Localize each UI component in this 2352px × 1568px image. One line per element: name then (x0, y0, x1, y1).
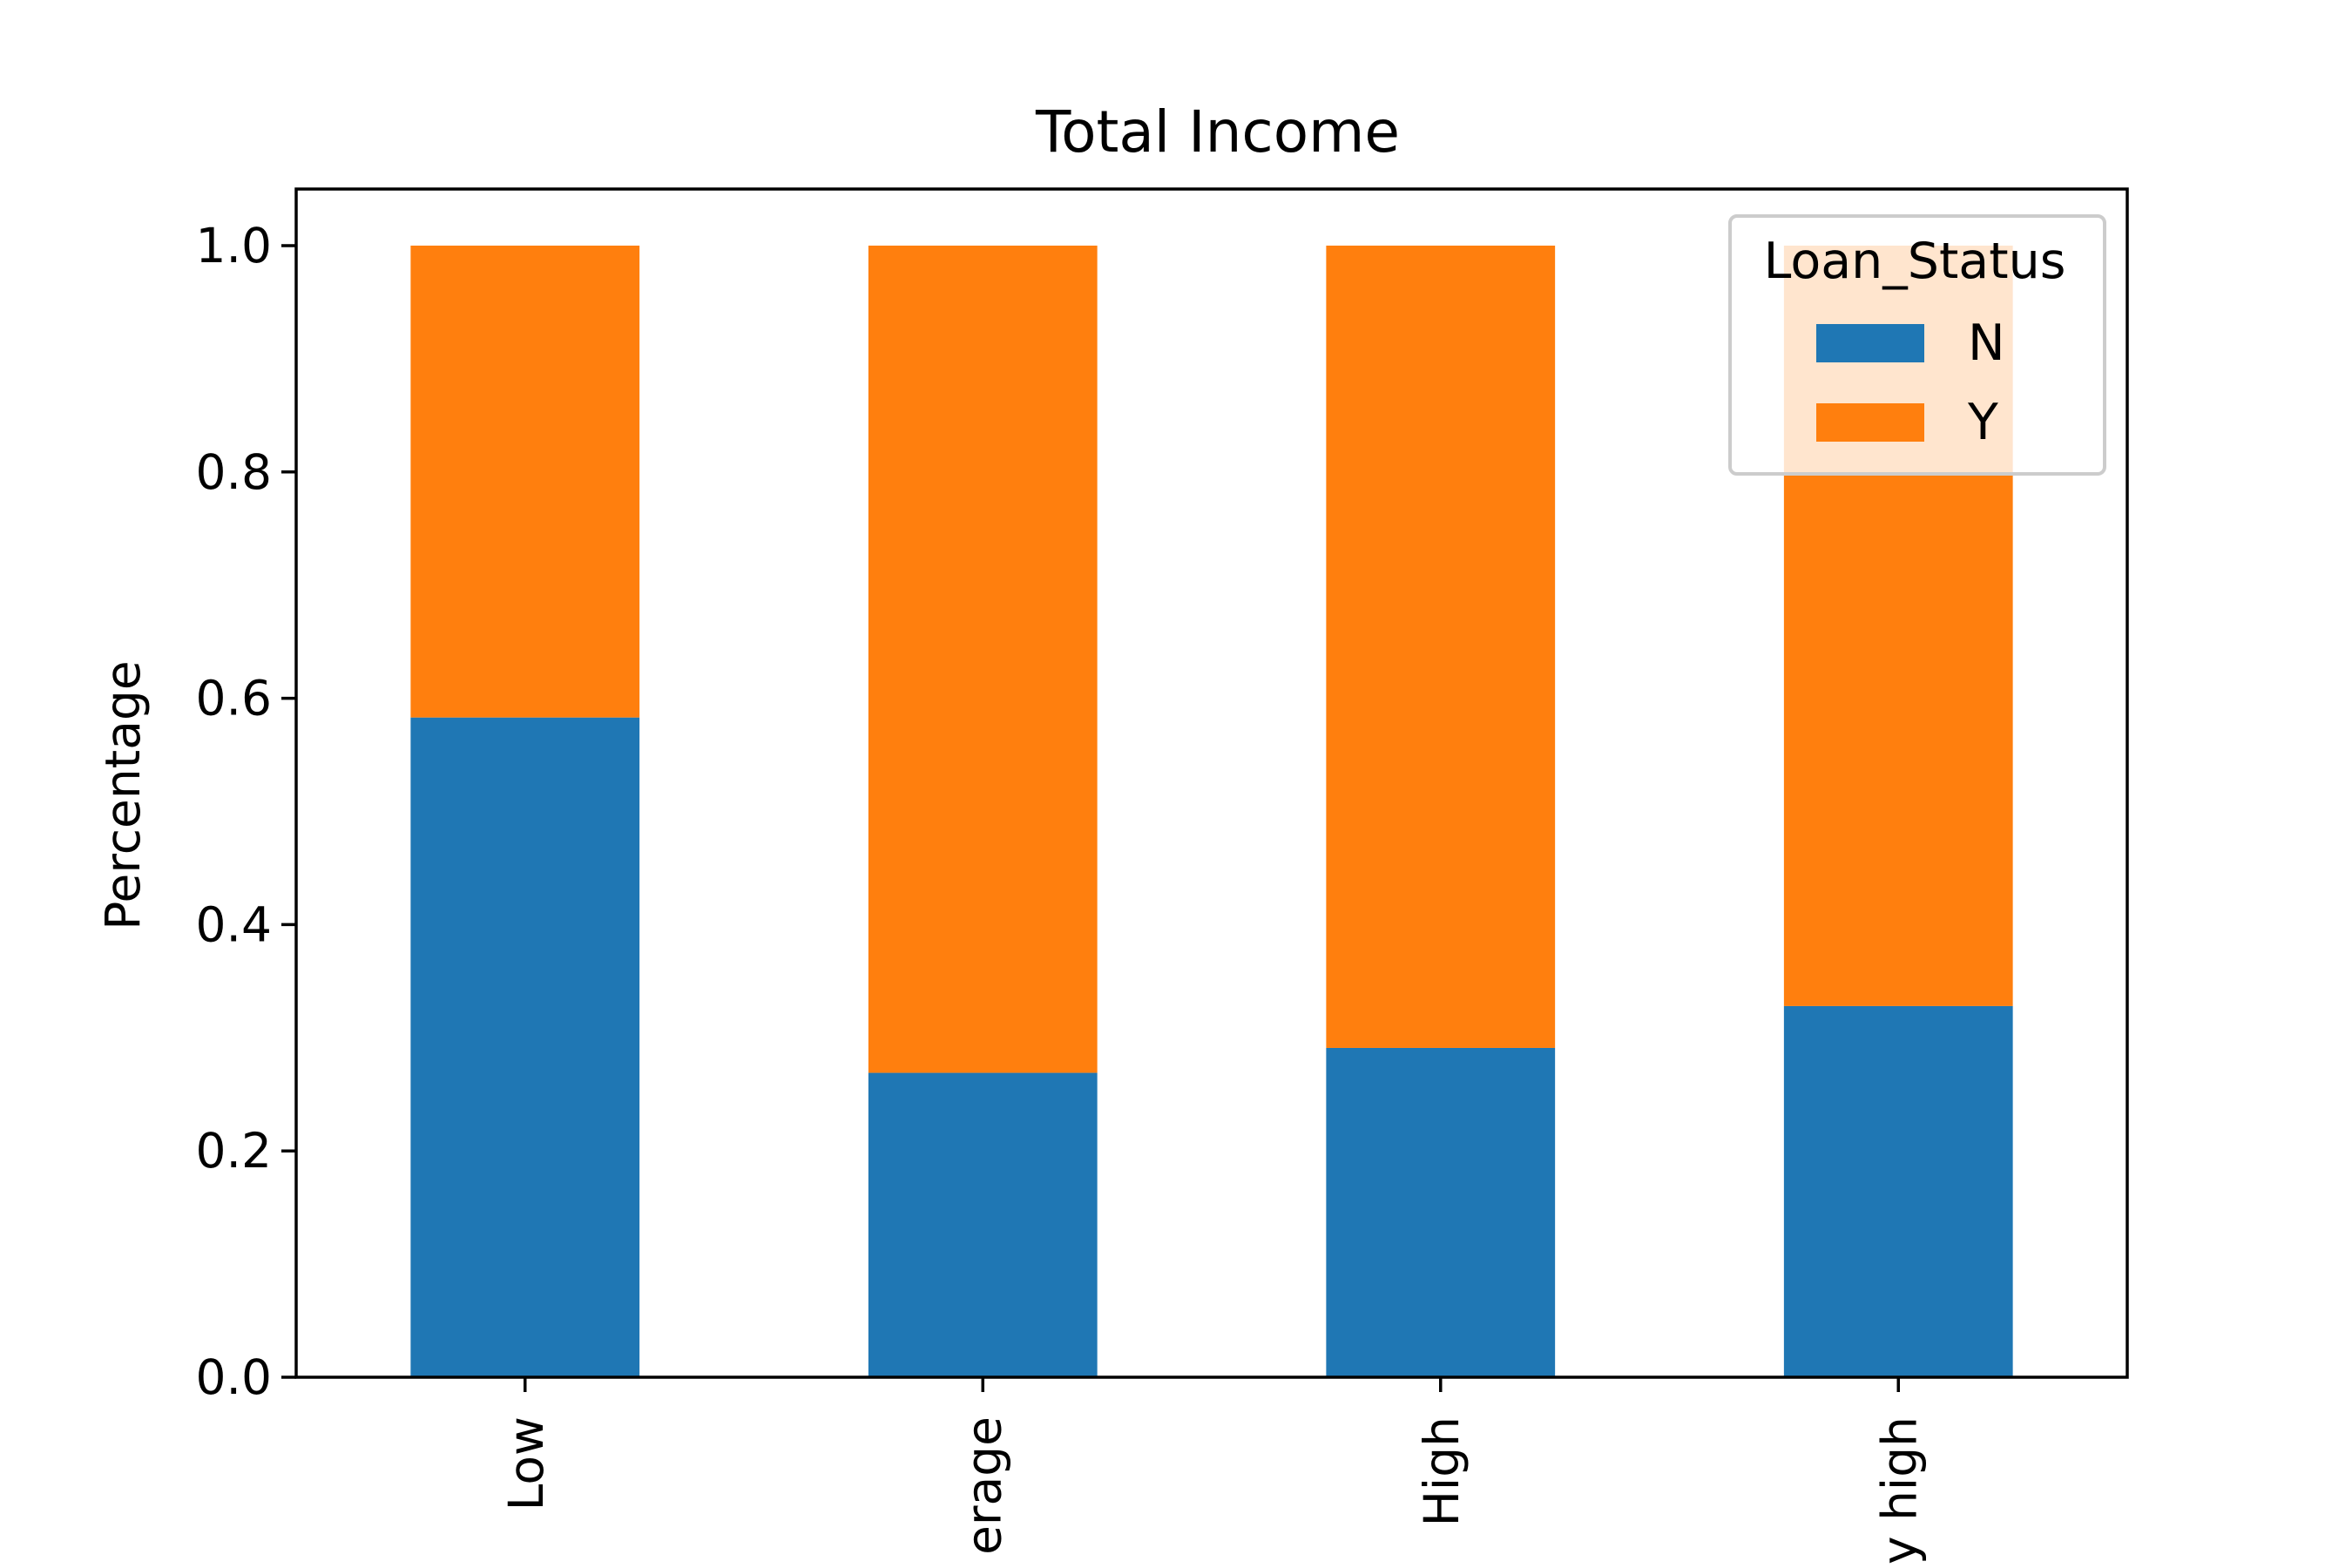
y-tick-label: 0.0 (196, 1349, 272, 1405)
bar-n-average (868, 1072, 1098, 1377)
ticks-layer: 0.0 0.2 0.4 0.6 0.8 1.0 Low erage High y high (196, 218, 1928, 1565)
x-tick-label: High (1414, 1416, 1470, 1526)
y-tick-label: 0.2 (196, 1123, 272, 1179)
axes-layer (294, 187, 2129, 1379)
x-tick-label: erage (956, 1416, 1011, 1555)
bar-y-low (410, 245, 640, 718)
chart-title: Total Income (1035, 98, 1400, 166)
x-tick-label: Low (498, 1416, 554, 1511)
y-tick-label: 1.0 (196, 218, 272, 274)
y-tick-label: 0.4 (196, 896, 272, 952)
legend-label-n: N (1968, 314, 2005, 372)
bar-y-high (1326, 245, 1556, 1048)
legend: Loan_Status N Y (1728, 214, 2106, 476)
y-tick-label: 0.8 (196, 444, 272, 500)
legend-title: Loan_Status (1764, 233, 2066, 290)
legend-label-y: Y (1967, 394, 1998, 451)
y-tick-label: 0.6 (196, 671, 272, 727)
bar-n-very-high (1783, 1005, 2013, 1377)
plot-frame (294, 187, 2129, 1379)
bar-n-high (1326, 1047, 1556, 1377)
legend-swatch-y (1816, 403, 1924, 442)
x-tick-label: y high (1871, 1416, 1927, 1565)
y-axis-label: Percentage (95, 660, 151, 929)
bars-layer (410, 245, 2013, 1377)
bar-n-low (410, 717, 640, 1377)
bar-y-average (868, 245, 1098, 1073)
legend-swatch-n (1816, 324, 1924, 362)
